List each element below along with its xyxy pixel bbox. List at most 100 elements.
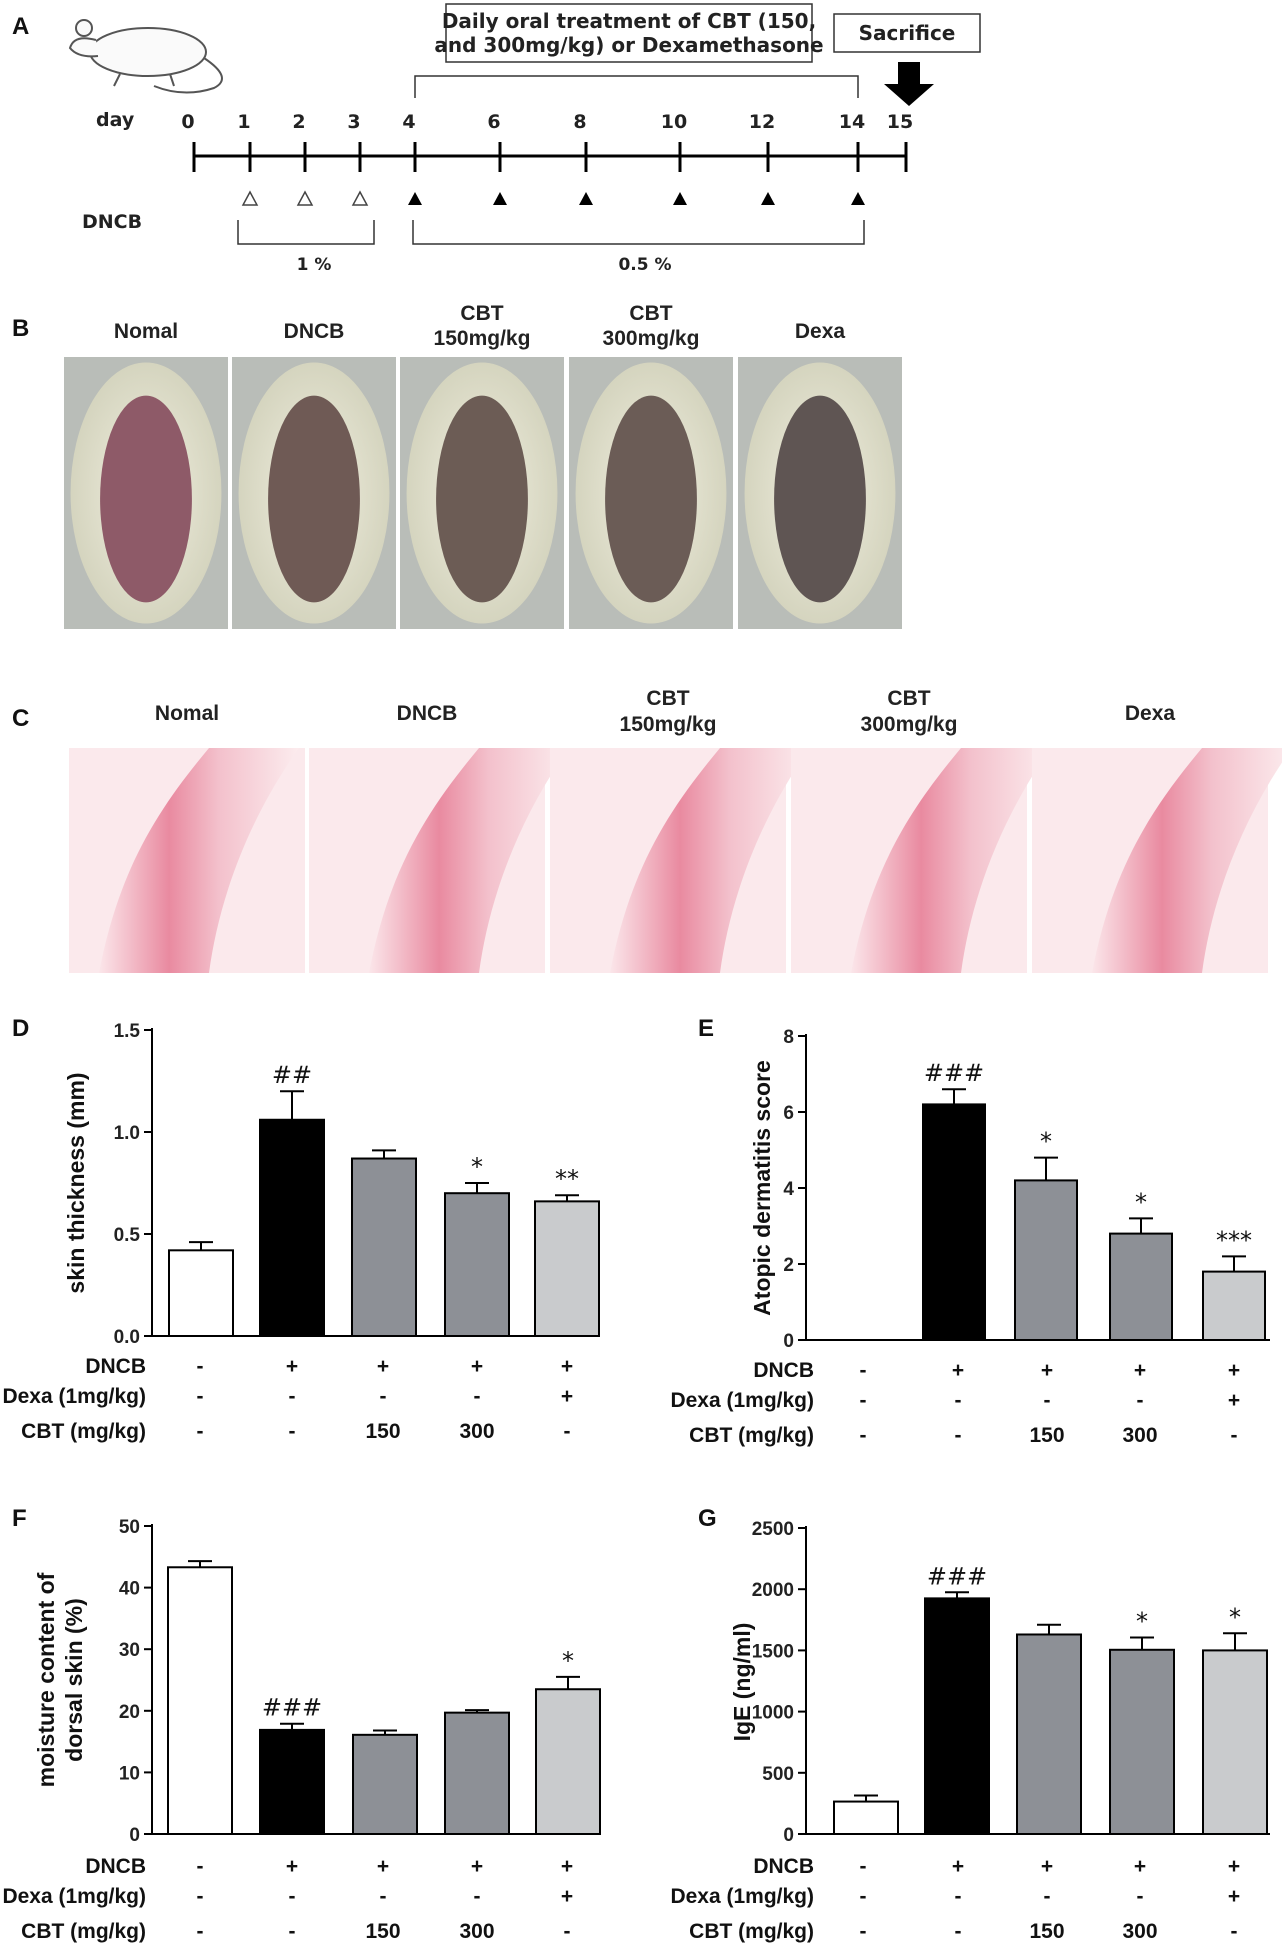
y-tick-label: 0 (783, 1331, 794, 1352)
day-tick-label: 3 (347, 111, 360, 133)
bar (534, 1200, 600, 1337)
significance-label: * (562, 1647, 574, 1675)
bar (1202, 1270, 1266, 1341)
y-tick-label: 1000 (752, 1703, 794, 1724)
condition-cell: + (1228, 1359, 1240, 1382)
treatment-box (445, 3, 813, 63)
panel-letter: D (12, 1015, 29, 1042)
phase1-label: 1 % (297, 255, 332, 275)
condition-cell: - (197, 1420, 204, 1443)
histology-image (309, 748, 569, 973)
open-triangle-icon (296, 190, 314, 206)
mouse-icon (68, 19, 223, 94)
shaved-skin-area (100, 395, 192, 603)
condition-cell: - (860, 1359, 867, 1382)
condition-cell: + (377, 1355, 389, 1378)
y-tick-label: 4 (783, 1179, 794, 1200)
photo-label-line1: CBT (629, 302, 672, 325)
significance-label: ## (272, 1061, 312, 1089)
histology-image (1032, 748, 1282, 973)
histology-image (791, 748, 1051, 973)
panel-a: A Daily oral treatment of CBT (150, and … (12, 3, 981, 275)
day-tick-label: 12 (749, 111, 775, 133)
y-tick-label: 8 (783, 1027, 794, 1048)
significance-label: * (1135, 1188, 1147, 1216)
condition-row-label: CBT (mg/kg) (21, 1420, 146, 1443)
panel-letter-b: B (12, 315, 29, 342)
condition-row-label: DNCB (85, 1355, 146, 1378)
filled-triangle-icon (851, 192, 865, 205)
condition-row-label: CBT (mg/kg) (689, 1920, 814, 1943)
histology-image-row (69, 748, 1282, 973)
bar (833, 1800, 899, 1835)
condition-cell: - (197, 1855, 204, 1878)
sacrifice-label: Sacrifice (859, 21, 956, 45)
histology-column-labels: Nomal DNCB CBT 150mg/kg CBT 300mg/kg Dexa (155, 687, 1176, 736)
y-tick-label: 50 (119, 1517, 140, 1538)
bar (167, 1566, 233, 1835)
y-tick-label: 0 (783, 1825, 794, 1846)
y-tick-label: 500 (762, 1764, 794, 1785)
condition-cell: 150 (1029, 1920, 1064, 1943)
bar (444, 1192, 510, 1337)
open-triangle-icon (351, 190, 369, 206)
mouse-back-photo (232, 357, 396, 629)
tissue-section (99, 748, 299, 973)
day-tick-label: 0 (181, 111, 194, 133)
condition-cell: - (380, 1885, 387, 1908)
condition-cell: - (289, 1420, 296, 1443)
histology-label: Nomal (155, 702, 219, 725)
significance-label: ### (927, 1562, 987, 1590)
condition-cell: + (286, 1355, 298, 1378)
y-tick-label: 2500 (752, 1519, 794, 1540)
condition-cell: - (197, 1385, 204, 1408)
condition-cell: - (197, 1885, 204, 1908)
shaved-skin-area (436, 395, 528, 603)
photo-label-line1: CBT (460, 302, 503, 325)
day-label: day (96, 109, 135, 131)
condition-cell: - (955, 1389, 962, 1412)
condition-cell: + (471, 1355, 483, 1378)
panel-letter: E (698, 1015, 714, 1042)
significance-label: ### (262, 1694, 322, 1722)
filled-triangle-icon (408, 192, 422, 205)
sacrifice-arrow-icon (884, 62, 934, 106)
tissue-section (610, 748, 810, 973)
open-triangle-icon (241, 190, 259, 206)
timeline-marks (192, 142, 908, 172)
histology-label-line1: CBT (887, 687, 930, 710)
condition-cell: 300 (1122, 1920, 1157, 1943)
histology-image (69, 748, 305, 973)
condition-cell: + (1228, 1855, 1240, 1878)
mouse-photo-row (64, 357, 902, 629)
significance-label: *** (1216, 1226, 1252, 1254)
dncb-dose-markers (241, 190, 865, 206)
treatment-text-line2: and 300mg/kg) or Dexamethasone (434, 33, 823, 57)
tissue-section (1092, 748, 1282, 973)
condition-cell: + (1041, 1855, 1053, 1878)
y-tick-label: 10 (119, 1763, 140, 1784)
condition-cell: - (1044, 1389, 1051, 1412)
condition-cell: + (952, 1855, 964, 1878)
condition-row-label: CBT (mg/kg) (689, 1424, 814, 1447)
condition-cell: - (860, 1389, 867, 1412)
phase2-bracket (412, 220, 865, 245)
bar (1014, 1179, 1078, 1342)
condition-cell: - (197, 1920, 204, 1943)
condition-cell: - (1044, 1885, 1051, 1908)
significance-label: * (1040, 1128, 1052, 1156)
condition-row-label: Dexa (1mg/kg) (670, 1389, 814, 1412)
bar (1202, 1649, 1268, 1836)
panel-letter: F (12, 1505, 27, 1532)
day-tick-labels: 0 1 2 3 4 6 8 10 12 14 15 (181, 111, 913, 133)
condition-cell: + (1134, 1855, 1146, 1878)
y-tick-label: 2000 (752, 1580, 794, 1601)
condition-cell: + (1041, 1359, 1053, 1382)
histology-label-line2: 150mg/kg (620, 713, 717, 736)
day-tick-label: 10 (661, 111, 687, 133)
condition-cell: - (860, 1424, 867, 1447)
phase1-bracket (237, 220, 375, 245)
significance-label: * (1136, 1608, 1148, 1636)
